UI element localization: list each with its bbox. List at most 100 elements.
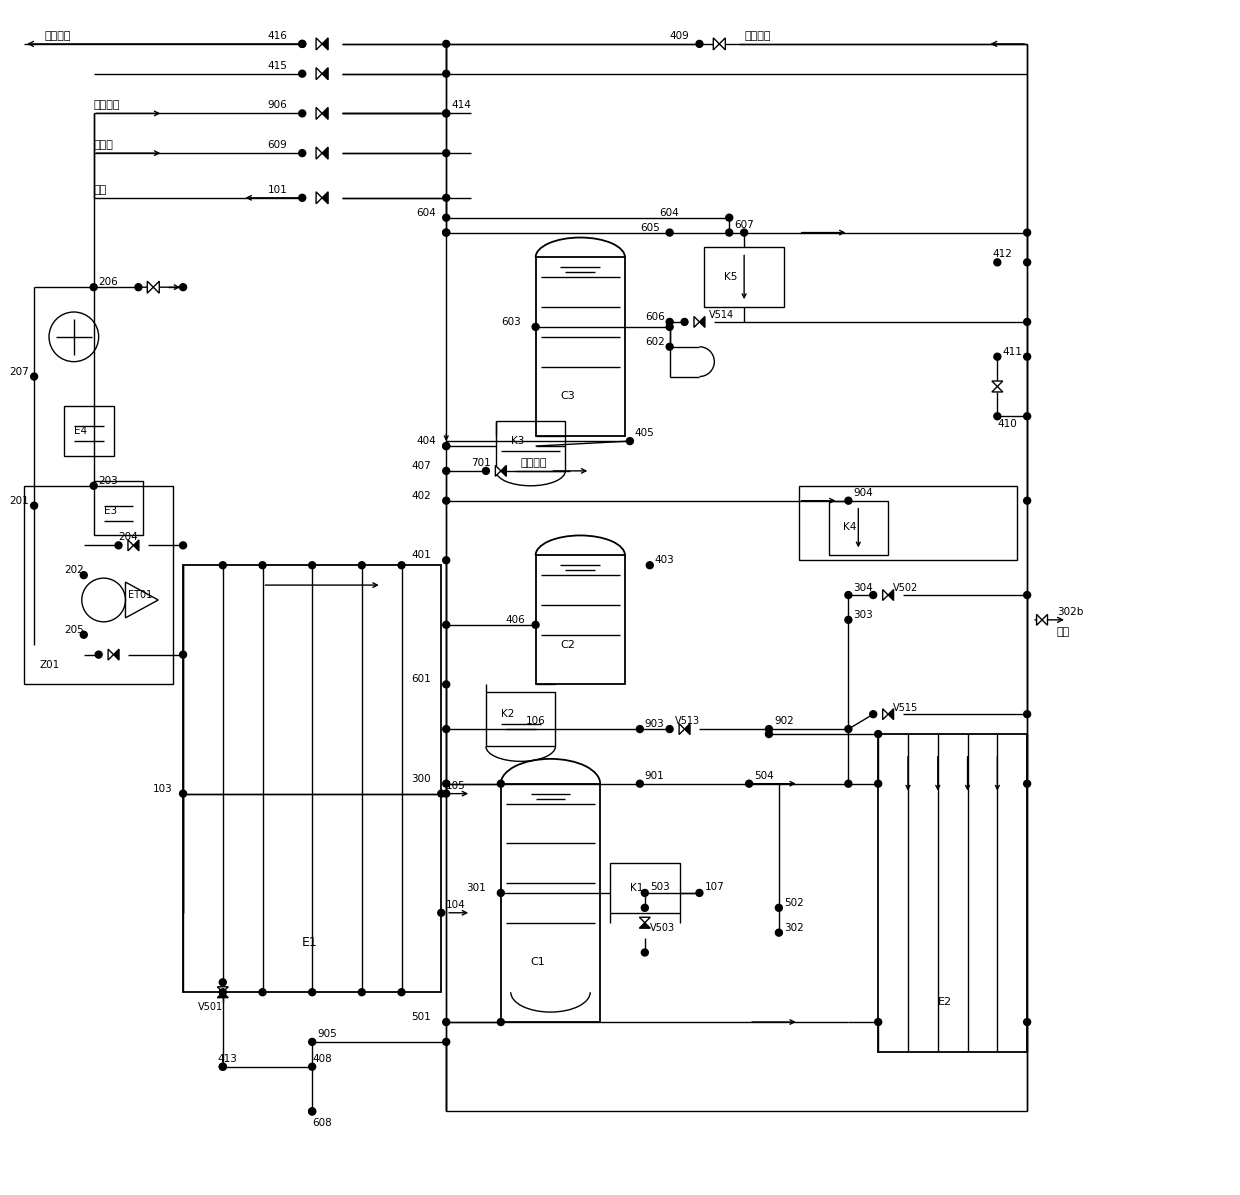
Circle shape	[180, 790, 186, 797]
Circle shape	[443, 621, 450, 629]
Circle shape	[180, 541, 186, 549]
Circle shape	[115, 541, 122, 549]
Circle shape	[443, 110, 450, 117]
Circle shape	[309, 1108, 316, 1115]
Text: Z01: Z01	[40, 660, 60, 669]
Bar	[64, 406, 114, 456]
Circle shape	[309, 1038, 316, 1046]
Circle shape	[443, 790, 450, 797]
Circle shape	[994, 259, 1001, 265]
Circle shape	[31, 502, 37, 509]
Text: 901: 901	[645, 771, 665, 780]
Text: 502: 502	[784, 897, 804, 908]
Polygon shape	[694, 317, 699, 327]
Text: 污氮气: 污氮气	[94, 140, 114, 151]
Text: 106: 106	[526, 716, 546, 727]
Circle shape	[994, 412, 1001, 419]
Text: K5: K5	[724, 272, 738, 282]
Text: 902: 902	[774, 716, 794, 727]
Circle shape	[443, 467, 450, 474]
Circle shape	[443, 229, 450, 237]
Text: E3: E3	[104, 505, 117, 515]
Text: 403: 403	[655, 556, 675, 565]
Polygon shape	[883, 589, 888, 600]
Text: 203: 203	[99, 476, 118, 486]
Circle shape	[844, 725, 852, 733]
Circle shape	[666, 725, 673, 733]
Circle shape	[81, 571, 87, 578]
Text: 406: 406	[506, 615, 526, 625]
Text: 407: 407	[412, 461, 432, 471]
Circle shape	[358, 988, 366, 995]
Circle shape	[874, 780, 882, 788]
Circle shape	[666, 343, 673, 350]
Polygon shape	[992, 381, 1003, 386]
Polygon shape	[640, 918, 650, 923]
Text: V503: V503	[650, 923, 675, 932]
Polygon shape	[992, 386, 1003, 392]
Circle shape	[299, 110, 306, 117]
Text: 408: 408	[312, 1054, 332, 1064]
Circle shape	[844, 617, 852, 624]
Polygon shape	[316, 38, 322, 50]
Text: C1: C1	[531, 957, 546, 968]
Text: E1: E1	[303, 936, 317, 949]
Text: 416: 416	[268, 31, 288, 41]
Text: 高纯液氧: 高纯液氧	[521, 458, 547, 468]
Circle shape	[696, 41, 703, 48]
Circle shape	[309, 988, 316, 995]
Circle shape	[438, 909, 445, 917]
Text: E4: E4	[74, 427, 87, 436]
Polygon shape	[322, 68, 329, 80]
Text: ET01: ET01	[129, 590, 153, 600]
Circle shape	[135, 283, 141, 290]
Polygon shape	[495, 465, 501, 477]
Polygon shape	[883, 709, 888, 719]
Polygon shape	[322, 38, 329, 50]
Polygon shape	[680, 724, 684, 735]
Text: 300: 300	[412, 773, 432, 784]
Circle shape	[626, 437, 634, 445]
Circle shape	[219, 988, 226, 995]
Circle shape	[636, 780, 644, 788]
Text: 207: 207	[9, 367, 29, 376]
Text: 608: 608	[312, 1119, 332, 1128]
Polygon shape	[217, 987, 228, 992]
Circle shape	[1024, 711, 1030, 718]
Polygon shape	[888, 589, 894, 600]
Circle shape	[309, 1064, 316, 1071]
Text: 302b: 302b	[1056, 607, 1084, 617]
Circle shape	[641, 949, 649, 956]
Text: 415: 415	[268, 61, 288, 71]
Text: 液氮: 液氮	[1056, 626, 1070, 637]
Circle shape	[1024, 780, 1030, 788]
Text: 905: 905	[317, 1029, 337, 1038]
Circle shape	[666, 229, 673, 237]
Text: 409: 409	[670, 31, 689, 41]
Circle shape	[259, 988, 267, 995]
Text: 103: 103	[154, 784, 174, 793]
Circle shape	[869, 592, 877, 599]
Bar	[536, 556, 625, 685]
Text: 504: 504	[754, 771, 774, 780]
Circle shape	[482, 467, 490, 474]
Bar	[610, 863, 680, 913]
Text: 104: 104	[446, 900, 466, 909]
Circle shape	[443, 442, 450, 449]
Circle shape	[443, 71, 450, 78]
Text: 603: 603	[501, 317, 521, 327]
Text: 413: 413	[218, 1054, 238, 1064]
Text: 906: 906	[268, 100, 288, 110]
Text: 402: 402	[412, 491, 432, 501]
Text: 606: 606	[645, 312, 665, 321]
Circle shape	[31, 373, 37, 380]
Circle shape	[497, 780, 505, 788]
Polygon shape	[713, 38, 719, 50]
Text: 405: 405	[635, 428, 655, 439]
Circle shape	[874, 1018, 882, 1025]
Polygon shape	[684, 724, 689, 735]
Circle shape	[180, 651, 186, 658]
Circle shape	[844, 780, 852, 788]
Circle shape	[443, 41, 450, 48]
Circle shape	[180, 283, 186, 290]
